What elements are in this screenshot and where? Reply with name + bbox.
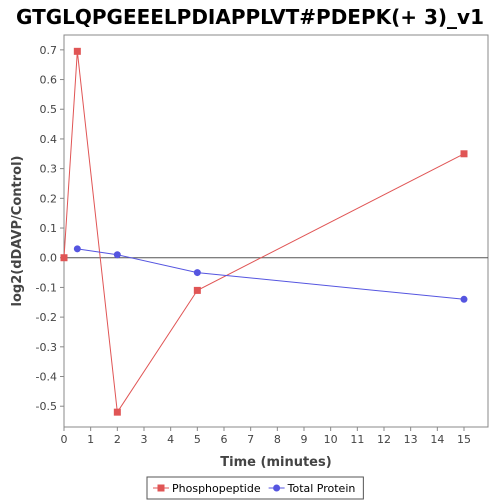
y-tick-label: -0.5 xyxy=(36,400,57,413)
x-tick-label: 12 xyxy=(377,433,391,446)
x-tick-label: 9 xyxy=(301,433,308,446)
x-tick-label: 15 xyxy=(457,433,471,446)
plot-area: 0 1 2 3 4 5 6 7 8 9 10 11 12 13 14 15 -0.5-0.4-0.3-0.2-… xyxy=(36,34,489,446)
x-tick-label: 7 xyxy=(247,433,254,446)
y-tick-label: 0.6 xyxy=(40,74,58,87)
data-point-square xyxy=(73,47,81,55)
data-point-circle xyxy=(460,295,468,303)
legend-swatch-circle xyxy=(273,484,281,492)
x-tick-label: 6 xyxy=(221,433,228,446)
legend-items: Phosphopeptide Total Protein xyxy=(153,482,355,495)
x-tick-label: 0 xyxy=(61,433,68,446)
x-tick-label: 3 xyxy=(141,433,148,446)
legend-box xyxy=(146,476,364,500)
y-tick-label: 0.4 xyxy=(40,133,58,146)
x-tick-label: 13 xyxy=(404,433,418,446)
x-tick-label: 8 xyxy=(274,433,281,446)
legend-label: Total Protein xyxy=(287,482,356,495)
x-tick-label: 14 xyxy=(430,433,444,446)
chart-title: GTGLQPGEEELPDIAPPLVT#PDEPK(+ 3)_v1 xyxy=(16,5,484,29)
data-point-square xyxy=(113,408,121,416)
legend-swatch-square xyxy=(157,484,165,492)
x-tick-label: 11 xyxy=(350,433,364,446)
y-axis-ticks: -0.5 -0.4 -0.3 -0.2 -0.1 0.0 0.1 0.2 0.3 0.4 0.5 0.… xyxy=(36,44,64,413)
x-tick-label: 10 xyxy=(324,433,338,446)
y-tick-label: -0.1 xyxy=(36,281,57,294)
y-tick-label: 0.5 xyxy=(40,103,58,116)
data-point-circle xyxy=(193,269,201,277)
y-tick-label: 0.7 xyxy=(40,44,58,57)
series-line xyxy=(77,248,465,300)
data-point-circle xyxy=(113,251,121,259)
data-point-circle xyxy=(73,245,81,253)
data-point-square xyxy=(193,286,201,294)
x-axis-ticks: 0 1 2 3 4 5 6 7 8 9 10 11 12 13 14 15 xyxy=(61,427,471,446)
y-tick-label: -0.4 xyxy=(36,371,57,384)
y-tick-label: -0.3 xyxy=(36,341,57,354)
y-tick-label: 0.3 xyxy=(40,163,58,176)
x-tick-label: 1 xyxy=(87,433,94,446)
y-tick-label: -0.2 xyxy=(36,311,57,324)
data-point-square xyxy=(460,150,468,158)
legend: Phosphopeptide Total Protein xyxy=(146,476,364,500)
x-tick-label: 4 xyxy=(167,433,174,446)
x-tick-label: 2 xyxy=(114,433,121,446)
series-layer xyxy=(60,47,468,416)
y-tick-label: 0.2 xyxy=(40,192,58,205)
x-axis-label: Time (minutes) xyxy=(220,455,331,470)
plot-frame xyxy=(63,34,489,428)
legend-label: Phosphopeptide xyxy=(172,482,261,495)
y-tick-label: 0.1 xyxy=(40,222,58,235)
y-tick-label: 0.0 xyxy=(40,252,58,265)
x-tick-label: 5 xyxy=(194,433,201,446)
data-point-square xyxy=(60,254,68,262)
y-axis-label: log2(dDAVP/Control) xyxy=(10,156,25,307)
